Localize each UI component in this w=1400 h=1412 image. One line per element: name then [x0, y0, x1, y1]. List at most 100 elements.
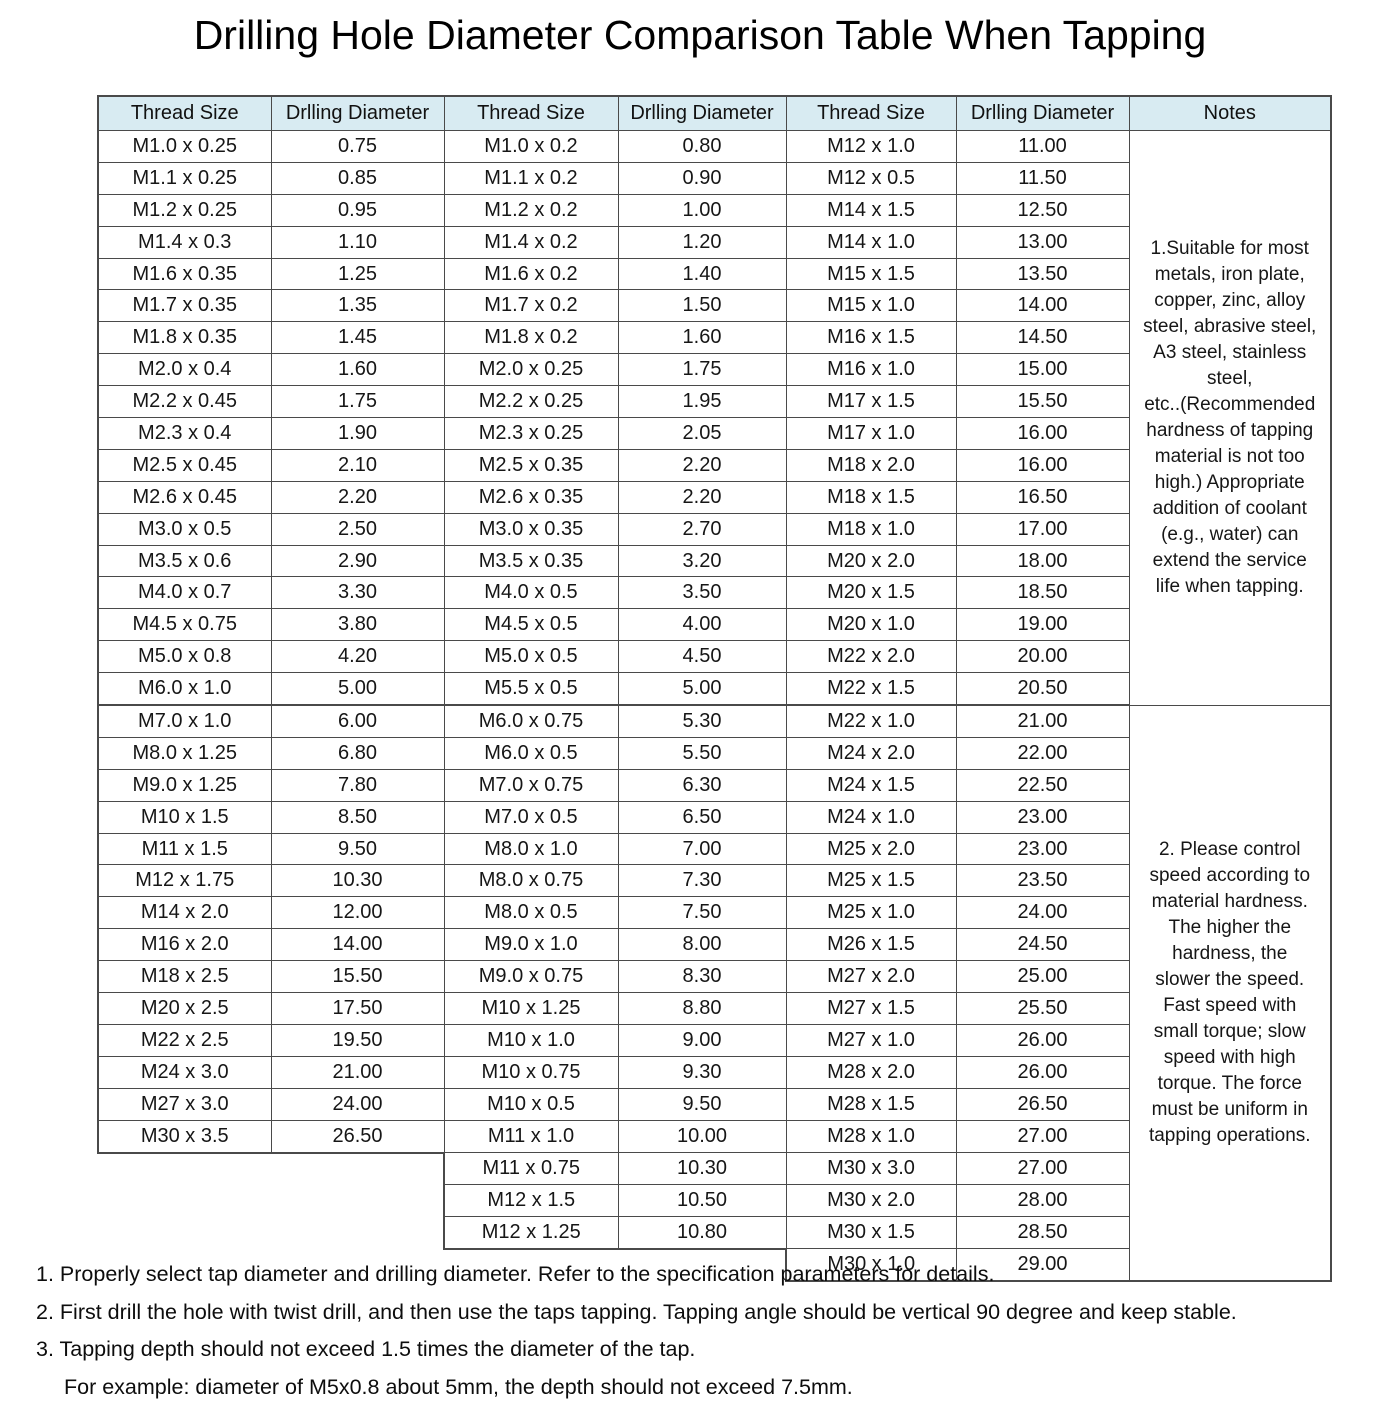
thread-size-cell: M20 x 1.5	[785, 576, 957, 610]
drilling-diameter-cell: 1.45	[270, 321, 445, 355]
thread-size-cell: M10 x 0.75	[443, 1055, 619, 1089]
footer-notes: 1. Properly select tap diameter and dril…	[36, 1262, 1376, 1412]
drilling-diameter-cell: 0.90	[617, 161, 787, 195]
notes-cell: 2. Please control speed according to mat…	[1128, 704, 1332, 1283]
drilling-diameter-cell: 13.50	[955, 257, 1130, 291]
drilling-diameter-cell: 5.00	[270, 672, 445, 707]
table-row: M1.0 x 0.25 0.75 M1.0 x 0.2 0.80 M12 x 1.0 11…	[97, 130, 1332, 706]
table-row: M11 x 1.5 9.50 M8.0 x 1.0 7.00 M25 x 2.0 23.0…	[97, 832, 1331, 866]
thread-size-cell: M1.8 x 0.2	[443, 321, 619, 355]
table-row: M11 x 0.75 10.30 M30 x 3.0 27.00	[98, 1152, 1331, 1185]
table-row: M12 x 1.5 10.50 M30 x 2.0 28.00	[98, 1183, 1331, 1217]
empty-cell	[444, 1248, 618, 1282]
thread-size-cell: M1.6 x 0.2	[443, 257, 619, 291]
thread-size-cell: M7.0 x 1.0	[97, 704, 272, 738]
footer-note-3: 3. Tapping depth should not exceed 1.5 t…	[36, 1337, 696, 1361]
thread-size-cell: M10 x 1.5	[97, 800, 272, 834]
drilling-diameter-table: Thread Size Drlling Diameter Thread Size Dr…	[97, 95, 1332, 1283]
thread-size-cell: M1.1 x 0.2	[443, 161, 619, 195]
column-header: Drlling Diameter	[955, 95, 1130, 131]
drilling-diameter-cell: 14.50	[955, 321, 1130, 355]
thread-size-cell: M24 x 1.5	[785, 768, 957, 802]
drilling-diameter-cell: 2.05	[617, 417, 787, 450]
thread-size-cell: M22 x 2.5	[97, 1023, 272, 1057]
footer-note-2: 2. First drill the hole with twist drill…	[36, 1299, 1237, 1324]
thread-size-cell: M10 x 0.5	[443, 1087, 619, 1121]
thread-size-cell: M24 x 3.0	[97, 1055, 272, 1089]
drilling-diameter-cell: 7.00	[617, 832, 787, 866]
thread-size-cell: M30 x 2.0	[785, 1183, 957, 1217]
thread-size-cell: M2.2 x 0.45	[97, 385, 272, 419]
thread-size-cell: M20 x 2.0	[785, 544, 957, 578]
drilling-diameter-cell: 3.50	[617, 576, 787, 610]
thread-size-cell: M28 x 2.0	[785, 1055, 957, 1089]
thread-size-cell: M15 x 1.0	[785, 289, 957, 323]
drilling-diameter-cell: 26.00	[955, 1055, 1130, 1089]
drilling-diameter-cell: 2.50	[270, 512, 445, 546]
thread-size-cell: M2.0 x 0.25	[443, 353, 619, 387]
table-row: M2.0 x 0.4 1.60 M2.0 x 0.25 1.75 M16 x 1.0 15…	[97, 353, 1331, 387]
thread-size-cell: M18 x 1.0	[785, 512, 957, 546]
thread-size-cell: M1.4 x 0.2	[443, 225, 619, 259]
drilling-diameter-cell: 1.10	[270, 225, 445, 259]
drilling-diameter-cell: 13.00	[955, 225, 1130, 259]
thread-size-cell: M22 x 2.0	[785, 640, 957, 674]
thread-size-cell: M30 x 3.0	[785, 1152, 957, 1185]
drilling-diameter-cell: 4.20	[270, 640, 445, 674]
thread-size-cell: M1.8 x 0.35	[97, 321, 272, 355]
page-title: Drilling Hole Diameter Comparison Table …	[193, 12, 1207, 58]
table-row: M18 x 2.5 15.50 M9.0 x 0.75 8.30 M27 x 2.0 25…	[97, 960, 1331, 994]
drilling-diameter-cell: 21.00	[955, 704, 1130, 738]
drilling-diameter-cell: 8.80	[617, 992, 787, 1025]
drilling-diameter-cell: 29.00	[955, 1248, 1130, 1283]
drilling-diameter-cell: 26.50	[270, 1119, 445, 1154]
thread-size-cell: M15 x 1.5	[785, 257, 957, 291]
drilling-diameter-cell: 16.50	[955, 480, 1130, 514]
drilling-diameter-cell: 2.90	[270, 544, 445, 578]
drilling-diameter-cell: 2.10	[270, 448, 445, 482]
drilling-diameter-cell: 1.35	[270, 289, 445, 323]
table-row: M2.3 x 0.4 1.90 M2.3 x 0.25 2.05 M17 x 1.0 16…	[97, 417, 1331, 450]
drilling-diameter-cell: 3.80	[270, 608, 445, 642]
drilling-diameter-cell: 12.00	[270, 896, 445, 930]
drilling-diameter-cell: 1.75	[617, 353, 787, 387]
thread-size-cell: M1.7 x 0.35	[97, 289, 272, 323]
table-row: M1.1 x 0.25 0.85 M1.1 x 0.2 0.90 M12 x 0.5 11…	[97, 161, 1331, 195]
table-body: M1.0 x 0.25 0.75 M1.0 x 0.2 0.80 M12 x 1.0 11…	[97, 130, 1332, 1283]
drilling-diameter-cell: 7.50	[617, 896, 787, 930]
table-row: M22 x 2.5 19.50 M10 x 1.0 9.00 M27 x 1.0 26.0…	[97, 1023, 1331, 1057]
thread-size-cell: M14 x 2.0	[97, 896, 272, 930]
drilling-diameter-cell: 28.50	[955, 1215, 1130, 1250]
thread-size-cell: M6.0 x 0.5	[443, 736, 619, 770]
drilling-diameter-cell: 6.30	[617, 768, 787, 802]
thread-size-cell: M4.5 x 0.5	[443, 608, 619, 642]
drilling-diameter-cell: 18.50	[955, 576, 1130, 610]
drilling-diameter-cell: 15.50	[955, 385, 1130, 419]
thread-size-cell: M3.0 x 0.5	[97, 512, 272, 546]
thread-size-cell: M17 x 1.5	[785, 385, 957, 419]
drilling-diameter-cell: 25.50	[955, 992, 1130, 1025]
drilling-diameter-cell: 1.50	[617, 289, 787, 323]
thread-size-cell: M10 x 1.25	[443, 992, 619, 1025]
thread-size-cell: M1.4 x 0.3	[97, 225, 272, 259]
thread-size-cell: M12 x 0.5	[785, 161, 957, 195]
thread-size-cell: M18 x 2.0	[785, 448, 957, 482]
drilling-diameter-cell: 3.20	[617, 544, 787, 578]
table-row: M12 x 1.25 10.80 M30 x 1.5 28.50	[98, 1215, 1331, 1250]
drilling-diameter-cell: 1.60	[617, 321, 787, 355]
thread-size-cell: M2.5 x 0.35	[443, 448, 619, 482]
drilling-diameter-cell: 10.50	[617, 1183, 787, 1217]
thread-size-cell: M3.5 x 0.35	[443, 544, 619, 578]
drilling-diameter-cell: 19.50	[270, 1023, 445, 1057]
thread-size-cell: M24 x 2.0	[785, 736, 957, 770]
drilling-diameter-cell: 1.20	[617, 225, 787, 259]
thread-size-cell: M27 x 1.5	[785, 992, 957, 1025]
drilling-diameter-cell: 6.00	[270, 704, 445, 738]
thread-size-cell: M30 x 3.5	[97, 1119, 272, 1154]
drilling-diameter-cell: 1.60	[270, 353, 445, 387]
thread-size-cell: M2.2 x 0.25	[443, 385, 619, 419]
table-row: M10 x 1.5 8.50 M7.0 x 0.5 6.50 M24 x 1.0 23.0…	[97, 800, 1331, 834]
thread-size-cell: M8.0 x 1.0	[443, 832, 619, 866]
table-row: M1.2 x 0.25 0.95 M1.2 x 0.2 1.00 M14 x 1.5 12…	[97, 193, 1331, 227]
thread-size-cell: M11 x 1.5	[97, 832, 272, 866]
